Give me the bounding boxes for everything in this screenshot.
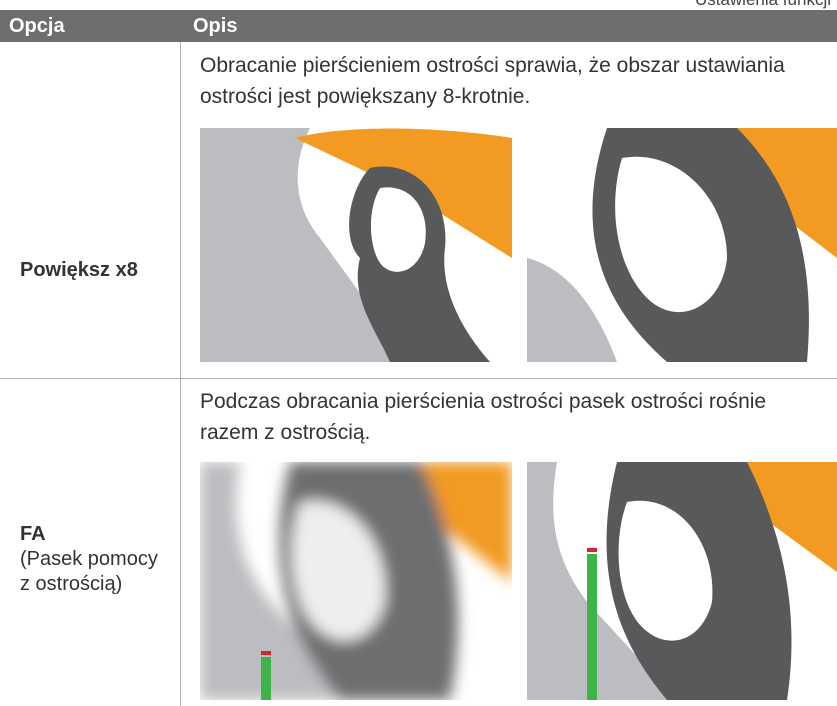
photo-zoomed — [527, 128, 837, 362]
column-divider — [180, 42, 181, 706]
photo-blurred — [200, 462, 512, 700]
header-cell: Opcja — [9, 15, 65, 37]
photo-normal — [200, 128, 512, 362]
option-label: FA — [20, 523, 46, 545]
option-note: (Pasek pomocy z ostrością) — [20, 548, 158, 595]
section-title: Ustawienia funkcji — [695, 0, 831, 10]
description: Obracanie pierścieniem ostrości sprawia,… — [200, 54, 785, 108]
table-header: Opcja Opis — [0, 10, 837, 42]
description: Podczas obracania pierścienia ostrości p… — [200, 390, 767, 444]
option: Powiększ x8 — [20, 258, 170, 283]
photo-focused — [527, 462, 837, 700]
option-label: Powiększ x8 — [20, 259, 138, 281]
option: FA (Pasek pomocy z ostrością) — [20, 522, 170, 597]
header-cell: Opis — [193, 15, 238, 37]
row-divider — [0, 378, 837, 379]
